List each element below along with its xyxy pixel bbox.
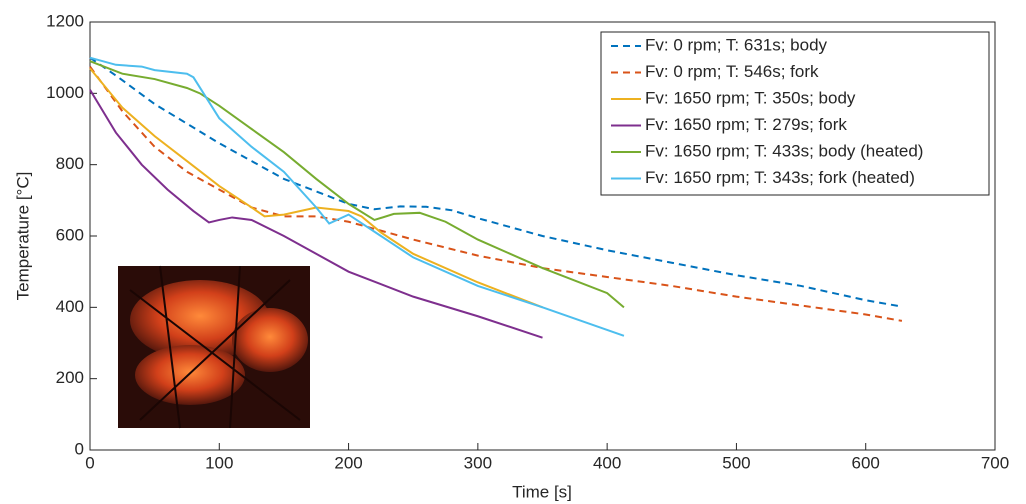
y-tick-label: 1000: [46, 83, 84, 102]
legend-box: [600, 31, 990, 196]
x-axis-label: Time [s]: [512, 482, 572, 501]
x-tick-label: 300: [464, 453, 492, 472]
series-line: [89, 67, 543, 309]
y-tick-label: 200: [56, 368, 84, 387]
series-line: [89, 65, 903, 322]
x-tick-label: 400: [593, 453, 621, 472]
series-line: [89, 56, 903, 308]
legend-label: Fv: 0 rpm; T: 631s; body: [645, 35, 828, 54]
y-tick-label: 800: [56, 154, 84, 173]
y-tick-label: 1200: [46, 11, 84, 30]
legend-label: Fv: 1650 rpm; T: 350s; body: [645, 88, 856, 107]
y-tick-label: 600: [56, 225, 84, 244]
y-tick-label: 400: [56, 297, 84, 316]
legend-label: Fv: 1650 rpm; T: 279s; fork: [645, 115, 847, 134]
x-tick-label: 600: [852, 453, 880, 472]
legend-label: Fv: 1650 rpm; T: 343s; fork (heated): [645, 168, 915, 187]
x-tick-label: 100: [205, 453, 233, 472]
inset-photo: [118, 265, 310, 429]
legend-label: Fv: 0 rpm; T: 546s; fork: [645, 62, 819, 81]
y-axis-label: Temperature [°C]: [13, 172, 32, 301]
series-line: [89, 60, 625, 309]
x-tick-label: 500: [722, 453, 750, 472]
x-tick-label: 700: [981, 453, 1009, 472]
legend-label: Fv: 1650 rpm; T: 433s; body (heated): [645, 141, 923, 160]
x-tick-label: 200: [334, 453, 362, 472]
x-tick-label: 0: [85, 453, 94, 472]
series-line: [89, 89, 543, 339]
y-tick-label: 0: [75, 439, 84, 458]
series-line: [89, 56, 625, 337]
